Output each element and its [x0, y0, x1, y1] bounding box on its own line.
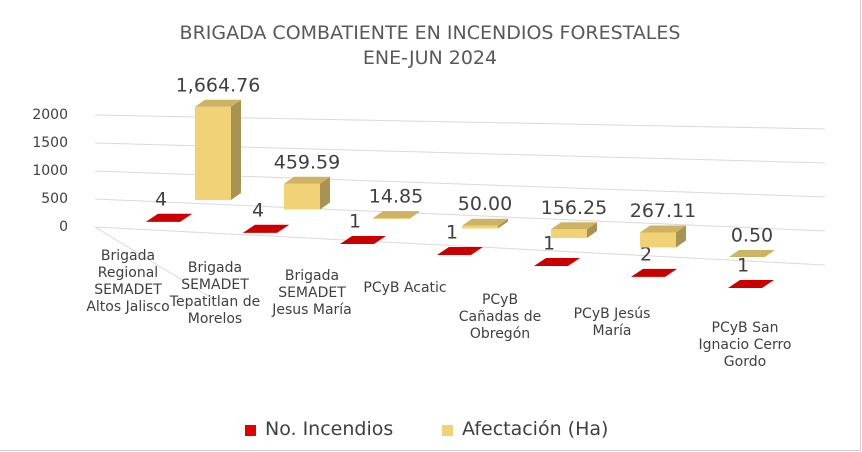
bar — [195, 99, 241, 200]
chart-subtitle: ENE-JUN 2024 — [362, 47, 498, 69]
data-label: 4 — [252, 199, 264, 221]
bar-side — [231, 99, 241, 200]
grid-line — [94, 198, 826, 232]
bar — [340, 235, 386, 244]
bar — [437, 246, 483, 255]
y-tick-label: 0 — [59, 219, 68, 235]
chart-title: BRIGADA COMBATIENTE EN INCENDIOS FORESTA… — [179, 22, 681, 44]
bar-front — [462, 225, 498, 229]
bar-top — [243, 224, 289, 233]
data-label: 4 — [155, 188, 167, 210]
bar-side — [498, 218, 508, 229]
bar-top — [631, 268, 677, 277]
bar-front — [373, 218, 409, 219]
grid-line — [94, 226, 826, 266]
bar-top — [437, 246, 483, 255]
bar-side — [277, 224, 289, 233]
x-tick-label: PCyB Jesús María — [573, 306, 651, 339]
bar — [534, 257, 580, 266]
bar-top — [728, 279, 774, 288]
bar-side — [568, 257, 580, 266]
bar-side — [374, 235, 386, 244]
data-label: 1 — [446, 221, 458, 243]
data-label: 50.00 — [458, 193, 512, 215]
bar-top — [146, 213, 192, 222]
bar — [284, 176, 330, 210]
bar-side — [587, 222, 597, 238]
bar-front — [195, 106, 231, 200]
bar — [631, 268, 677, 277]
legend-label: Afectación (Ha) — [462, 418, 609, 440]
bar-top — [729, 249, 775, 257]
bar — [728, 279, 774, 288]
x-tick-label: Brigada SEMADET Jesus María — [272, 268, 352, 318]
legend-label: No. Incendios — [265, 418, 394, 440]
bar-side — [765, 249, 775, 257]
y-tick-label: 2000 — [32, 107, 68, 123]
legend-swatch — [442, 425, 453, 436]
bar — [146, 213, 192, 222]
bar-top — [551, 222, 597, 230]
bar-front — [551, 229, 587, 238]
x-tick-label: Brigada SEMADET Tepatitlan de Morelos — [169, 260, 261, 327]
y-tick-label: 1500 — [32, 135, 68, 151]
x-tick-label: Brigada Regional SEMADET Altos Jalisco — [86, 248, 170, 315]
bar-top — [284, 176, 330, 184]
bar-front — [640, 232, 676, 248]
data-label: 156.25 — [541, 197, 607, 219]
data-label: 0.50 — [731, 224, 773, 246]
bar — [729, 249, 775, 257]
bar-side — [320, 176, 330, 210]
data-label: 1,664.76 — [176, 74, 261, 96]
data-label: 267.11 — [630, 200, 696, 222]
bar-side — [665, 268, 677, 277]
bar-top — [640, 225, 686, 233]
bar — [551, 222, 597, 238]
bar-top — [373, 211, 419, 219]
bar-side — [180, 213, 192, 222]
bar-side — [409, 211, 419, 219]
bar-side — [676, 225, 686, 248]
bar-top — [340, 235, 386, 244]
bar — [243, 224, 289, 233]
bar-side — [471, 246, 483, 255]
y-tick-label: 500 — [41, 191, 68, 207]
x-tick-label: PCyB San Ignacio Cerro Gordo — [698, 320, 792, 370]
bar-side — [762, 279, 774, 288]
bar — [373, 211, 419, 219]
x-tick-label: PCyB Cañadas de Obregón — [458, 292, 542, 342]
x-tick-label: PCyB Acatic — [363, 280, 447, 296]
data-label: 1 — [737, 254, 749, 276]
bar-front — [284, 183, 320, 210]
data-label: 2 — [640, 243, 652, 265]
data-label: 459.59 — [274, 151, 340, 173]
legend-swatch — [245, 425, 256, 436]
y-tick-label: 1000 — [32, 163, 68, 179]
bar — [462, 218, 508, 229]
floor-edge — [94, 226, 216, 301]
bar-top — [462, 218, 508, 226]
bar — [640, 225, 686, 248]
bar-top — [534, 257, 580, 266]
data-label: 1 — [349, 210, 361, 232]
data-label: 14.85 — [369, 186, 423, 208]
bar-top — [195, 99, 241, 107]
